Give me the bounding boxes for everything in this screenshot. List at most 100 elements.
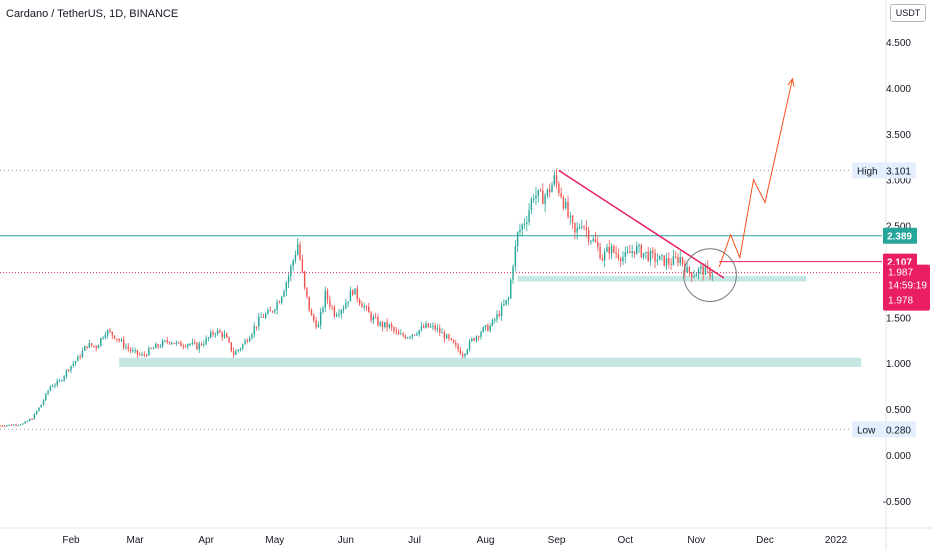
candle-body [10,424,13,426]
chart-title: Cardano / TetherUS, 1D, BINANCE [6,8,179,20]
candle-body [434,325,436,330]
candle-body [244,340,246,345]
candle-body [629,251,631,253]
candle-body [111,331,113,336]
candle-body [129,348,132,351]
level-tag-name: Low [857,425,876,436]
x-tick-label: Apr [198,535,214,546]
candle-body [102,337,104,339]
candle-body [173,343,175,345]
candle-body [271,311,274,313]
candle-body [491,319,494,326]
candle-body [409,336,411,338]
candle-body [356,288,359,300]
candle-body [283,291,285,297]
candle-body [319,311,322,325]
candle-body [636,246,638,254]
candle-body [143,354,146,356]
candle-body [686,266,688,273]
candle-body [532,198,535,200]
candle-body [457,344,459,350]
candle-body [232,351,235,355]
candle-body [690,272,693,277]
candle-body [35,411,38,414]
candle-body [400,333,402,335]
candle-body [503,304,505,306]
candle-body [198,343,200,350]
candle-body [475,336,478,341]
candle-body [274,309,276,312]
candle-body [516,232,519,246]
candle-body [365,306,368,308]
candle-body [397,331,400,335]
candle-body [139,354,141,356]
level-tag-bg [852,421,916,438]
candle-body [370,312,372,321]
candle-body [125,346,127,348]
candle-body [100,338,102,346]
candle-body [603,251,606,261]
candle-body [519,230,521,233]
level-price-label: 2.107 [887,258,912,269]
support-zone-0 [119,357,862,367]
x-tick-label: Nov [687,535,705,546]
candle-body [86,346,88,348]
candle-body [306,287,308,297]
candle-body [132,350,134,352]
candle-body [127,346,129,349]
candle-body [619,258,622,262]
candle-body [496,313,498,320]
candle-body [448,334,450,339]
candle-body [290,266,292,277]
candle-body [539,189,542,191]
candle-body [581,226,583,228]
candle-body [500,305,503,317]
candle-body [514,245,517,267]
candle-body [569,215,572,217]
candle-body [450,338,452,340]
candle-body [672,256,675,266]
candle-body [29,419,31,421]
candle-body [278,302,281,304]
candle-body [441,332,443,334]
candle-body [58,380,61,382]
candle-body [248,338,251,342]
candle-body [576,227,578,233]
candle-body [679,257,681,263]
candle-body [693,276,695,278]
candle-body [574,222,576,233]
candle-body [61,380,63,382]
candle-body [526,222,528,224]
candle-body [610,246,613,254]
projection-arrowhead [787,77,795,87]
candle-body [8,424,10,426]
candle-body [670,263,672,266]
candle-body [276,302,278,310]
candle-body [613,246,615,253]
candle-body [196,342,198,350]
currency-unit-button[interactable]: USDT [890,4,926,22]
candle-body [310,310,313,316]
candle-body [333,307,336,317]
x-tick-label: Jun [338,535,354,546]
candle-body [269,310,271,312]
candle-body [658,255,661,260]
candle-body [468,341,471,350]
candle-body [384,322,386,328]
candle-body [47,390,49,394]
candle-body [182,346,184,348]
candle-body [358,299,361,304]
candle-body [592,238,594,242]
candle-body [510,279,512,299]
candle-body [642,252,645,258]
candle-body [13,424,15,426]
y-tick-label: 3.000 [886,176,911,187]
candle-body [390,324,393,328]
candle-body [494,319,496,321]
candle-body [166,340,168,342]
candle-body [585,227,588,230]
y-tick-label: 0.000 [886,451,911,462]
candle-body [452,339,455,343]
candle-body [326,290,329,300]
